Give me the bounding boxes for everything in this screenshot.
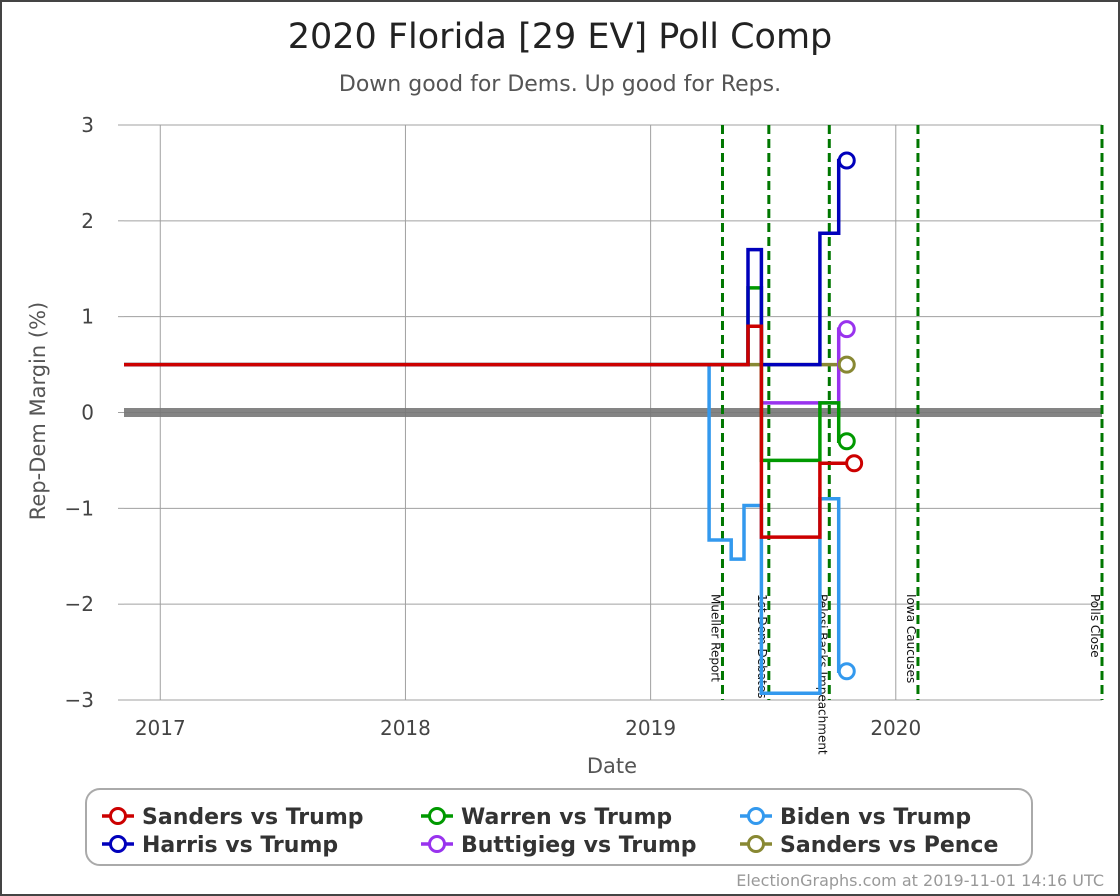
- series-end-marker: [837, 662, 856, 681]
- y-tick-label: −1: [65, 496, 94, 520]
- legend-swatch-marker: [747, 835, 765, 853]
- y-axis-label: Rep-Dem Margin (%): [26, 302, 50, 520]
- x-axis-label: Date: [587, 754, 637, 778]
- legend-box: [85, 788, 1033, 866]
- event-label: Pelosi Backs Impeachment: [815, 594, 829, 755]
- legend-swatch-marker: [109, 835, 127, 853]
- series-line: [124, 324, 855, 539]
- series-end-marker: [837, 432, 856, 451]
- series-line: [124, 286, 847, 463]
- series-end-marker: [845, 454, 864, 473]
- chart-subtitle: Down good for Dems. Up good for Reps.: [339, 72, 781, 97]
- series-lines: [124, 158, 855, 696]
- legend-label: Sanders vs Pence: [780, 833, 998, 858]
- y-tick-label: 1: [81, 305, 94, 329]
- legend-swatch-marker: [428, 807, 446, 825]
- series-end-marker: [837, 151, 856, 170]
- x-tick-label: 2018: [380, 716, 431, 740]
- event-label: Iowa Caucuses: [904, 594, 918, 683]
- event-markers: Mueller Report 1st Dem Debates Pelosi Back…: [708, 125, 1104, 755]
- legend: Sanders vs Trump Warren vs Trump Biden vs …: [102, 805, 998, 858]
- y-tick-label: 2: [81, 209, 94, 233]
- legend-label: Harris vs Trump: [142, 833, 338, 858]
- x-tick-label: 2020: [870, 716, 921, 740]
- x-tick-label: 2019: [625, 716, 676, 740]
- chart-title: 2020 Florida [29 EV] Poll Comp: [288, 17, 833, 57]
- event-label: Polls Close: [1088, 594, 1102, 658]
- legend-swatch-marker: [428, 835, 446, 853]
- x-tick-label: 2017: [135, 716, 186, 740]
- y-axis-ticks: 3 2 1 0 −1 −2 −3: [65, 113, 124, 712]
- y-tick-label: −2: [65, 592, 94, 616]
- y-tick-label: −3: [65, 688, 94, 712]
- y-tick-label: 0: [81, 401, 94, 425]
- series-end-marker: [837, 320, 856, 339]
- series-end-markers: [837, 151, 864, 681]
- legend-label: Warren vs Trump: [461, 805, 672, 830]
- series-end-marker: [837, 355, 856, 374]
- event-label: Mueller Report: [708, 594, 722, 682]
- y-tick-label: 3: [81, 113, 94, 137]
- legend-label: Biden vs Trump: [780, 805, 971, 830]
- legend-swatch-marker: [109, 807, 127, 825]
- legend-label: Sanders vs Trump: [142, 805, 364, 830]
- series-line: [124, 158, 847, 367]
- x-axis-ticks: 2017 2018 2019 2020: [135, 716, 921, 740]
- legend-swatch-marker: [747, 807, 765, 825]
- legend-label: Buttigieg vs Trump: [461, 833, 697, 858]
- credit-text: ElectionGraphs.com at 2019-11-01 14:16 U…: [736, 871, 1104, 890]
